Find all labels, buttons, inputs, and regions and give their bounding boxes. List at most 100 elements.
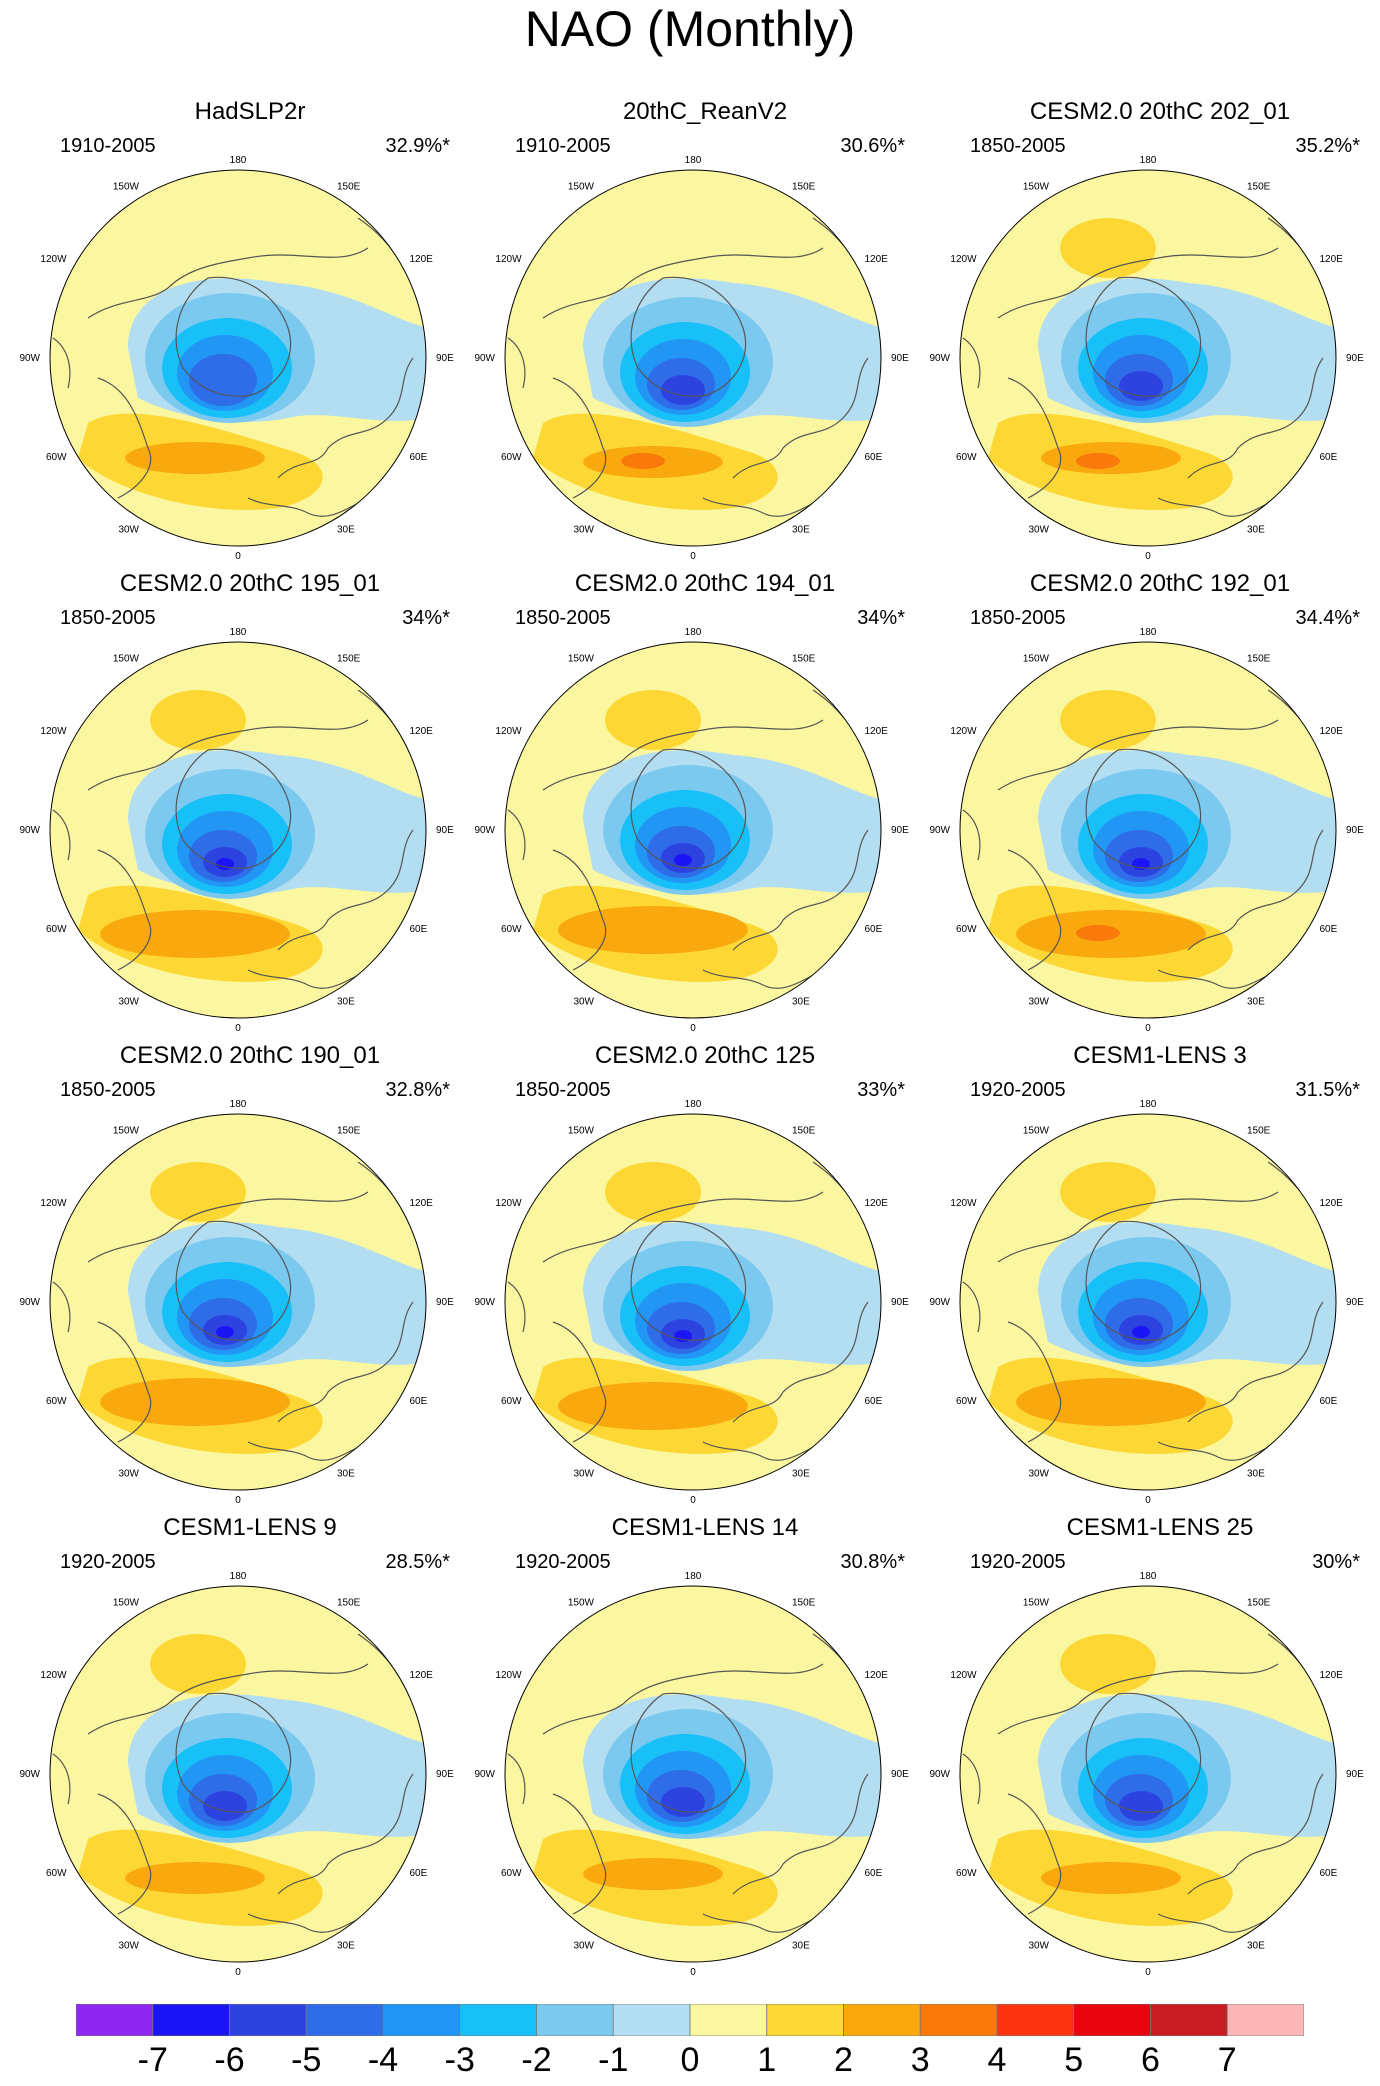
longitude-label: 30E — [792, 1468, 810, 1479]
coastlines — [962, 1161, 1329, 1461]
map-outline — [959, 1585, 1337, 1963]
colorbar-box — [766, 2004, 844, 2036]
longitude-label: 120E — [864, 254, 888, 265]
map-outline — [959, 641, 1337, 1019]
longitude-label: 30W — [573, 524, 594, 535]
longitude-label: 150W — [113, 1598, 140, 1609]
panel-years: 1920-2005 — [970, 1551, 1066, 1573]
longitude-label: 120W — [950, 1670, 977, 1681]
longitude-label: 150E — [1247, 1598, 1271, 1609]
longitude-label: 90W — [475, 1297, 496, 1308]
longitude-label: 60E — [409, 924, 427, 935]
longitude-label: 180 — [1140, 155, 1157, 166]
longitude-label: 30E — [792, 1940, 810, 1951]
panel-title: CESM2.0 20thC 125 — [594, 1042, 816, 1069]
longitude-label: 30E — [792, 524, 810, 535]
colorbar-box — [536, 2004, 614, 2036]
map-panel: CESM2.0 20thC 195_01 1850-2005 34%* 180 150E… — [20, 570, 480, 1040]
longitude-label: 30W — [1028, 996, 1049, 1007]
longitude-label: 120E — [1319, 1670, 1343, 1681]
positive-anomaly-core — [558, 906, 748, 954]
longitude-label: 60E — [864, 452, 882, 463]
longitude-label: 60W — [46, 1868, 67, 1879]
panel-title: HadSLP2r — [194, 98, 306, 125]
panel-variance: 30.8%* — [840, 1551, 906, 1573]
longitude-label: 90W — [20, 825, 41, 836]
map-outline — [49, 1585, 427, 1963]
colorbar-tick-label: 1 — [757, 2041, 777, 2079]
longitude-label: 60E — [1319, 1868, 1337, 1879]
polar-map: 180 150E 120E 90E 60E 30E 0 30W 60W 90W 120W 150W — [930, 627, 1364, 1034]
colorbar-box — [152, 2004, 230, 2036]
longitude-label: 60W — [956, 1868, 977, 1879]
panel-title: CESM2.0 20thC 202_01 — [1029, 98, 1291, 125]
longitude-label: 120W — [40, 254, 67, 265]
longitude-label: 90W — [20, 1769, 41, 1780]
longitude-label: 30W — [118, 1468, 139, 1479]
colorbar-tick-label: 7 — [1217, 2041, 1237, 2079]
panel-title: CESM1-LENS 9 — [163, 1514, 337, 1541]
longitude-label: 90W — [20, 353, 41, 364]
polar-map: 180 150E 120E 90E 60E 30E 0 30W 60W 90W 120W 150W — [475, 155, 909, 562]
longitude-label: 150E — [792, 654, 816, 665]
longitude-label: 150E — [1247, 654, 1271, 665]
longitude-label: 90W — [475, 353, 496, 364]
positive-anomaly-core — [100, 1378, 290, 1426]
longitude-label: 120E — [1319, 254, 1343, 265]
longitude-label: 0 — [690, 1967, 696, 1978]
longitude-label: 150E — [792, 182, 816, 193]
panel-variance: 34%* — [402, 607, 450, 629]
negative-anomaly-core — [203, 1791, 247, 1821]
longitude-label: 120W — [495, 1198, 522, 1209]
colorbar — [76, 2004, 1304, 2036]
colorbar-box — [1073, 2004, 1151, 2036]
colorbar-box — [843, 2004, 921, 2036]
longitude-label: 30E — [337, 1940, 355, 1951]
colorbar-box — [1150, 2004, 1228, 2036]
panel-years: 1920-2005 — [970, 1079, 1066, 1101]
polar-map: 180 150E 120E 90E 60E 30E 0 30W 60W 90W 120W 150W — [20, 1571, 454, 1978]
negative-anomaly-min — [216, 1326, 234, 1338]
longitude-label: 90W — [475, 1769, 496, 1780]
map-outline — [959, 169, 1337, 547]
map-panel: CESM2.0 20thC 202_01 1850-2005 35.2%* 180 15… — [930, 98, 1380, 568]
longitude-label: 30W — [1028, 524, 1049, 535]
longitude-label: 60W — [501, 452, 522, 463]
panel-title: CESM2.0 20thC 190_01 — [119, 1042, 381, 1069]
longitude-label: 150E — [337, 654, 361, 665]
coastlines — [507, 689, 874, 989]
colorbar-box — [919, 2004, 998, 2036]
negative-anomaly-min — [1132, 1326, 1150, 1338]
longitude-label: 180 — [1140, 1571, 1157, 1582]
map-panel: HadSLP2r 1910-2005 32.9%* 180 150E 120E 90E 60E… — [20, 98, 480, 568]
longitude-label: 90E — [436, 1297, 454, 1308]
map-outline — [504, 641, 882, 1019]
longitude-label: 60W — [46, 452, 67, 463]
longitude-label: 60W — [501, 924, 522, 935]
longitude-label: 120W — [950, 1198, 977, 1209]
longitude-label: 90W — [930, 1769, 951, 1780]
longitude-label: 30W — [573, 996, 594, 1007]
panel-variance: 30%* — [1312, 1551, 1360, 1573]
longitude-label: 120W — [495, 254, 522, 265]
longitude-label: 0 — [1145, 1023, 1151, 1034]
colorbar-tick-label: -1 — [598, 2041, 629, 2079]
colorbar-tick-label: 6 — [1141, 2041, 1160, 2079]
positive-anomaly-core — [1016, 1378, 1206, 1426]
longitude-label: 60E — [1319, 452, 1337, 463]
coastlines — [507, 217, 874, 517]
longitude-label: 0 — [235, 551, 241, 562]
longitude-label: 150W — [1023, 654, 1050, 665]
map-outline — [504, 1113, 882, 1491]
polar-map: 180 150E 120E 90E 60E 30E 0 30W 60W 90W 120W 150W — [930, 1571, 1364, 1978]
coastlines — [962, 1633, 1329, 1933]
longitude-label: 60E — [409, 1396, 427, 1407]
positive-anomaly-core — [583, 1858, 723, 1890]
panel-title: CESM1-LENS 3 — [1073, 1042, 1247, 1069]
colorbar-tick-label: -4 — [367, 2041, 399, 2079]
longitude-label: 150E — [337, 182, 361, 193]
longitude-label: 30E — [337, 996, 355, 1007]
longitude-label: 60W — [501, 1396, 522, 1407]
longitude-label: 30W — [118, 524, 139, 535]
longitude-label: 30E — [1247, 1940, 1265, 1951]
